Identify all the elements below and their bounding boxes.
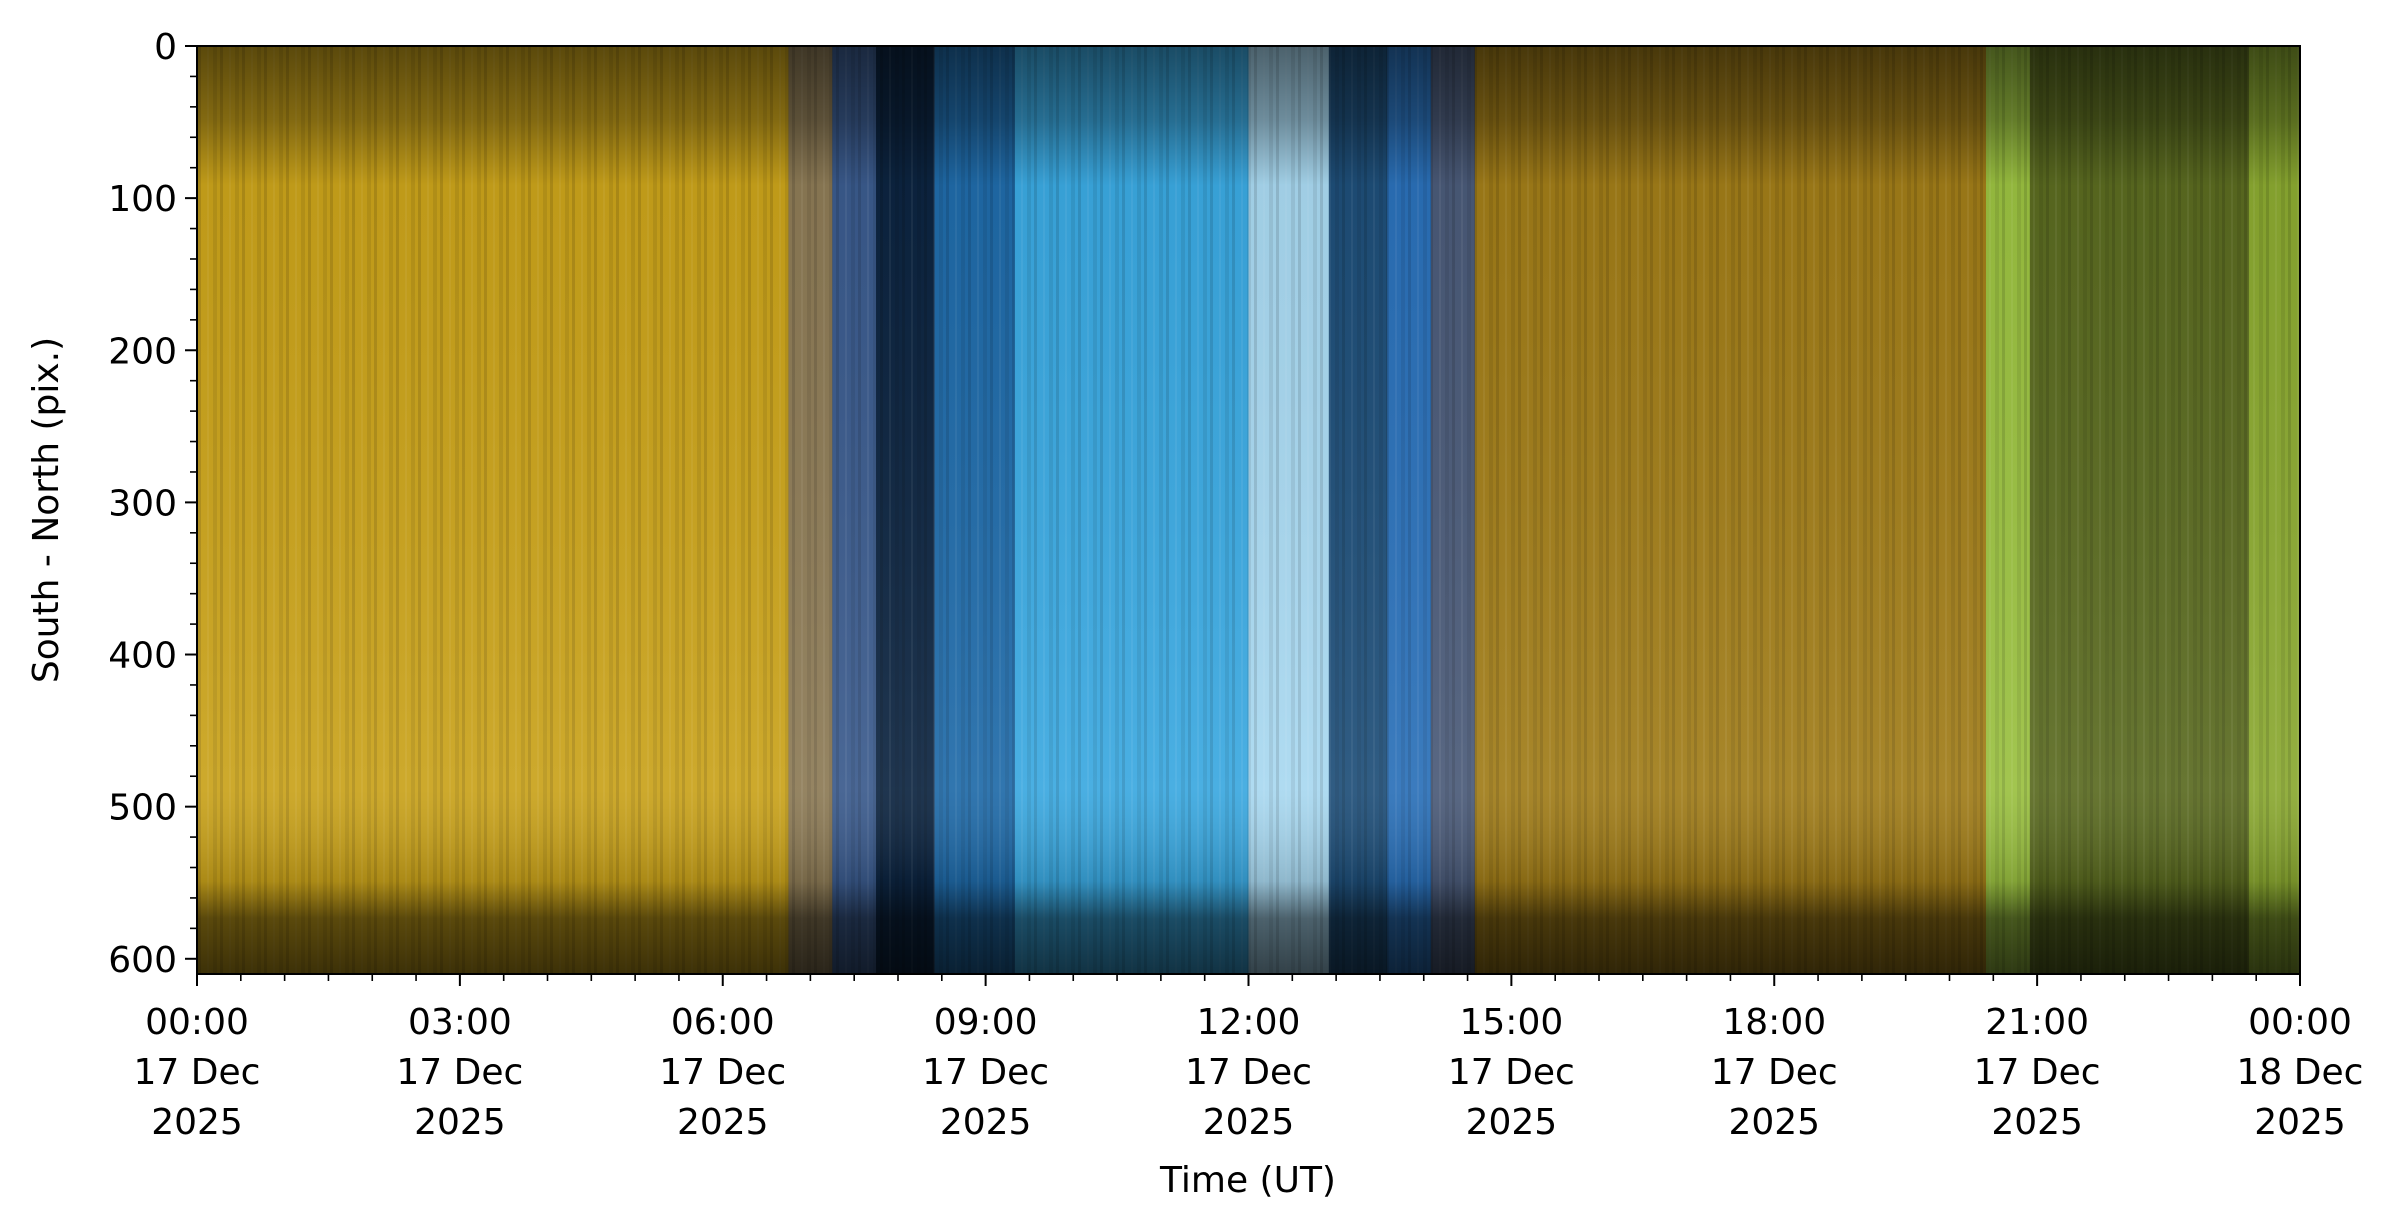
x-tick-label: 00:00 17 Dec 2025	[134, 1002, 261, 1143]
x-tick-label-line: 17 Dec	[396, 1052, 523, 1093]
x-tick-label-line: 17 Dec	[1185, 1052, 1312, 1093]
x-tick-label-line: 12:00	[1197, 1002, 1301, 1043]
x-tick-label: 21:00 17 Dec 2025	[1974, 1002, 2101, 1143]
x-tick-label-line: 17 Dec	[134, 1052, 261, 1093]
x-axis: 00:00 17 Dec 2025 03:00 17 Dec 2025 06:00 17 De…	[134, 974, 2364, 1143]
x-tick-label-line: 15:00	[1460, 1002, 1564, 1043]
x-tick-label-line: 17 Dec	[922, 1052, 1049, 1093]
x-tick-label-line: 2025	[414, 1102, 506, 1143]
x-tick-label: 18:00 17 Dec 2025	[1711, 1002, 1838, 1143]
y-tick-label: 500	[108, 788, 177, 829]
x-tick-label-line: 17 Dec	[1711, 1052, 1838, 1093]
vertical-shading-overlay	[197, 46, 2300, 974]
y-tick-label: 200	[108, 331, 177, 372]
x-tick-label-line: 00:00	[2248, 1002, 2352, 1043]
x-tick-label-line: 21:00	[1985, 1002, 2089, 1043]
y-tick-label: 400	[108, 636, 177, 677]
y-tick-label: 300	[108, 483, 177, 524]
x-tick-label: 03:00 17 Dec 2025	[396, 1002, 523, 1143]
y-tick-label: 100	[108, 179, 177, 220]
x-tick-label-line: 17 Dec	[1974, 1052, 2101, 1093]
y-tick-label: 600	[108, 940, 177, 981]
heatmap-image	[197, 46, 2301, 974]
x-tick-label: 15:00 17 Dec 2025	[1448, 1002, 1575, 1143]
x-tick-label-line: 18:00	[1722, 1002, 1826, 1043]
x-tick-label-line: 2025	[1466, 1102, 1558, 1143]
x-tick-label-line: 2025	[1728, 1102, 1820, 1143]
x-tick-label: 00:00 18 Dec 2025	[2237, 1002, 2364, 1143]
x-tick-label-line: 03:00	[408, 1002, 512, 1043]
x-tick-label-line: 17 Dec	[1448, 1052, 1575, 1093]
x-tick-label: 06:00 17 Dec 2025	[659, 1002, 786, 1143]
y-axis-label: South - North (pix.)	[26, 337, 67, 683]
y-axis: 0 100 200 300 400 500 600	[108, 27, 197, 981]
x-tick-label-line: 17 Dec	[659, 1052, 786, 1093]
x-tick-label-line: 00:00	[145, 1002, 249, 1043]
y-tick-label: 0	[154, 27, 177, 68]
x-tick-label-line: 2025	[2254, 1102, 2346, 1143]
x-tick-label-line: 06:00	[671, 1002, 775, 1043]
x-tick-label-line: 2025	[151, 1102, 243, 1143]
x-tick-label: 09:00 17 Dec 2025	[922, 1002, 1049, 1143]
x-tick-label: 12:00 17 Dec 2025	[1185, 1002, 1312, 1143]
x-axis-label: Time (UT)	[1159, 1160, 1336, 1201]
x-tick-label-line: 18 Dec	[2237, 1052, 2364, 1093]
x-tick-label-line: 09:00	[934, 1002, 1038, 1043]
x-tick-label-line: 2025	[940, 1102, 1032, 1143]
x-tick-label-line: 2025	[1203, 1102, 1295, 1143]
x-tick-label-line: 2025	[677, 1102, 769, 1143]
x-tick-label-line: 2025	[1991, 1102, 2083, 1143]
